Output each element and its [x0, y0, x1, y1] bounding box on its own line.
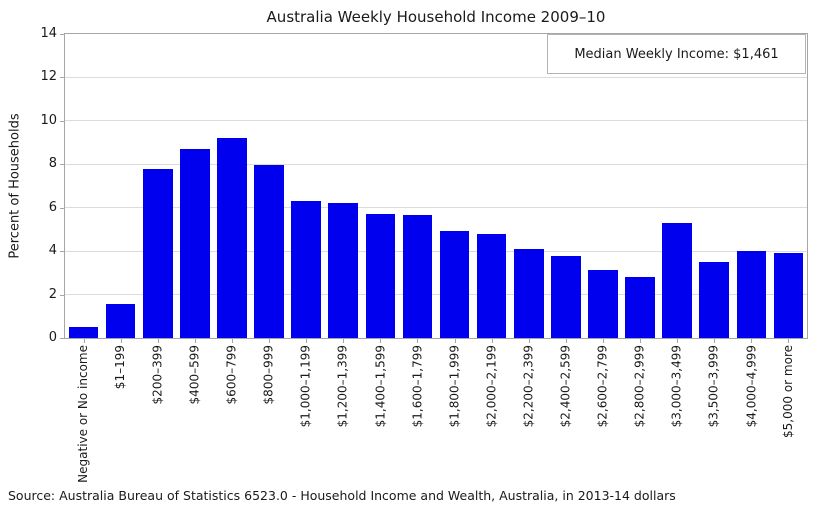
x-tick-label: $1,200–1,399 [335, 345, 350, 428]
y-axis-title: Percent of Households [7, 113, 23, 259]
bar [291, 201, 321, 338]
bar [476, 233, 507, 338]
y-tick-mark [60, 164, 64, 166]
x-tick-label: $1,800–1,999 [447, 345, 462, 428]
x-tick-mark [157, 339, 159, 343]
bar [68, 327, 99, 338]
x-tick-label: $1,600–1,799 [409, 345, 424, 428]
x-tick-mark [454, 339, 456, 343]
y-tick-mark [60, 120, 64, 122]
x-tick-label: $1–199 [113, 345, 128, 390]
x-tick-label: $600–799 [224, 345, 239, 405]
plot-area: Median Weekly Income: $1,461 [64, 33, 808, 339]
x-tick-label: $3,500–3,999 [706, 345, 721, 428]
x-tick-mark [269, 339, 271, 343]
x-tick-mark [528, 339, 530, 343]
bar [513, 248, 544, 338]
bar [551, 255, 581, 338]
x-tick-mark [417, 339, 419, 343]
h-gridline [65, 250, 807, 252]
x-tick-mark [306, 339, 308, 343]
x-tick-mark [83, 339, 85, 343]
h-gridline [65, 163, 807, 165]
y-tick-mark [60, 77, 64, 79]
y-tick-mark [60, 207, 64, 209]
x-tick-label: $800–999 [261, 345, 276, 405]
bar [328, 203, 359, 338]
y-tick-label: 2 [48, 286, 57, 302]
y-tick-mark [60, 294, 64, 296]
x-tick-label: $400–599 [187, 345, 202, 405]
bar [625, 277, 655, 338]
y-tick-label: 12 [40, 69, 57, 85]
y-tick-label: 0 [48, 330, 57, 345]
x-tick-mark [491, 339, 493, 343]
bar [365, 214, 396, 338]
y-tick-label: 14 [40, 26, 57, 41]
y-tick-label: 10 [40, 112, 57, 128]
bar [773, 253, 804, 338]
bar [217, 138, 247, 338]
bar [105, 304, 136, 338]
x-tick-label: $5,000 or more [780, 345, 795, 438]
x-tick-label: $3,000–3,499 [669, 345, 684, 428]
h-gridline [65, 76, 807, 78]
x-tick-label: $2,000–2,199 [484, 345, 499, 428]
x-tick-label: $2,400–2,599 [558, 345, 573, 428]
x-tick-mark [751, 339, 753, 343]
x-tick-mark [565, 339, 567, 343]
x-tick-mark [602, 339, 604, 343]
y-tick-mark [60, 34, 64, 35]
y-tick-label: 6 [48, 199, 57, 215]
x-tick-mark [194, 339, 196, 343]
x-tick-label: $2,600–2,799 [595, 345, 610, 428]
x-tick-mark [343, 339, 345, 343]
bar [254, 165, 284, 338]
y-tick-mark [60, 338, 64, 339]
x-tick-mark [714, 339, 716, 343]
source-note: Source: Australia Bureau of Statistics 6… [8, 488, 676, 503]
h-gridline [65, 120, 807, 122]
bar [439, 230, 470, 338]
x-tick-mark [788, 339, 790, 343]
chart-title: Australia Weekly Household Income 2009–1… [266, 8, 606, 26]
x-tick-mark [231, 339, 233, 343]
y-tick-mark [60, 251, 64, 253]
x-tick-label: $1,000–1,199 [298, 345, 313, 428]
x-tick-mark [120, 339, 122, 343]
x-tick-mark [380, 339, 382, 343]
x-tick-label: $1,400–1,599 [372, 345, 387, 428]
y-tick-label: 4 [48, 243, 57, 259]
bar [662, 222, 692, 338]
x-tick-mark [640, 339, 642, 343]
x-tick-label: $2,800–2,999 [632, 345, 647, 428]
bar [736, 251, 767, 338]
x-tick-mark [677, 339, 679, 343]
bar [402, 215, 433, 338]
median-annotation: Median Weekly Income: $1,461 [547, 34, 806, 74]
x-tick-label: $2,200–2,399 [521, 345, 536, 428]
bar [588, 269, 618, 338]
y-tick-label: 8 [48, 156, 57, 172]
bar [180, 149, 210, 338]
h-gridline [65, 207, 807, 209]
x-tick-label: Negative or No income [76, 345, 91, 483]
h-gridline [65, 294, 807, 296]
bar [142, 168, 173, 338]
x-tick-label: $4,000–4,999 [743, 345, 758, 428]
bar [699, 262, 730, 338]
x-tick-label: $200–399 [150, 345, 165, 405]
